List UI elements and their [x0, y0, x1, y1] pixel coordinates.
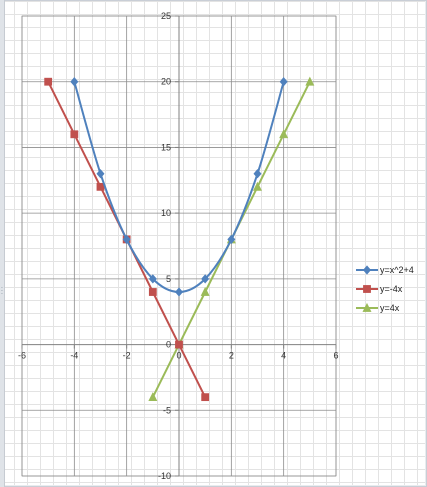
series-2-point — [305, 76, 315, 86]
series-0-point — [148, 274, 157, 284]
y-tick-label: 5 — [166, 274, 171, 284]
legend-label: y=4x — [380, 303, 400, 313]
series-2-point — [253, 181, 262, 191]
chart-legend[interactable]: y=x^2+4 y=-4x y=4x — [356, 265, 414, 313]
series-1-point — [70, 130, 79, 139]
legend-marker — [362, 302, 372, 312]
window-left-edge — [0, 0, 5, 487]
chart-axes — [21, 15, 337, 477]
resize-handle-icon[interactable]: · · · — [0, 283, 4, 298]
legend-marker — [363, 285, 371, 293]
chart-series — [44, 76, 315, 402]
series-1-point — [175, 340, 183, 349]
x-tick-label: 2 — [229, 351, 234, 361]
legend-item[interactable]: y=4x — [356, 302, 400, 313]
series-0-point — [253, 169, 262, 179]
series-1-point — [148, 288, 157, 296]
x-tick-label: 6 — [333, 351, 338, 361]
series-2-point — [148, 392, 158, 402]
series-0-point — [201, 274, 210, 284]
y-tick-label: 20 — [161, 77, 171, 87]
series-0-point — [227, 234, 236, 245]
series-2-point — [279, 129, 289, 139]
legend-label: y=-4x — [380, 284, 403, 294]
legend-label: y=x^2+4 — [380, 265, 414, 275]
series-0-point — [96, 169, 105, 179]
y-tick-label: 25 — [161, 11, 171, 21]
x-tick-label: -2 — [123, 351, 131, 361]
x-tick-label: 0 — [176, 351, 181, 361]
x-tick-label: -6 — [18, 351, 26, 361]
series-0-point — [70, 77, 79, 87]
y-tick-label: 0 — [166, 340, 171, 350]
y-tick-label: -10 — [158, 471, 171, 481]
series-0-point — [279, 77, 288, 87]
legend-item[interactable]: y=-4x — [356, 284, 403, 294]
x-tick-label: 4 — [281, 351, 286, 361]
x-axis-tick-labels: -6 -4 -2 0 2 4 6 — [18, 351, 339, 361]
legend-item[interactable]: y=x^2+4 — [356, 265, 414, 275]
series-1-point — [44, 77, 53, 86]
series-1-point — [201, 393, 210, 402]
y-axis-tick-labels: -10 -5 0 5 10 15 20 25 — [158, 11, 171, 481]
legend-marker — [363, 265, 371, 275]
y-tick-label: 10 — [161, 208, 171, 218]
series-1-point — [96, 182, 105, 191]
x-tick-label: -4 — [70, 351, 78, 361]
series-0-point — [122, 234, 131, 245]
y-tick-label: 15 — [161, 142, 171, 152]
y-tick-label: -5 — [163, 405, 171, 415]
series-0-point — [175, 287, 183, 297]
series-2-point — [200, 286, 210, 296]
